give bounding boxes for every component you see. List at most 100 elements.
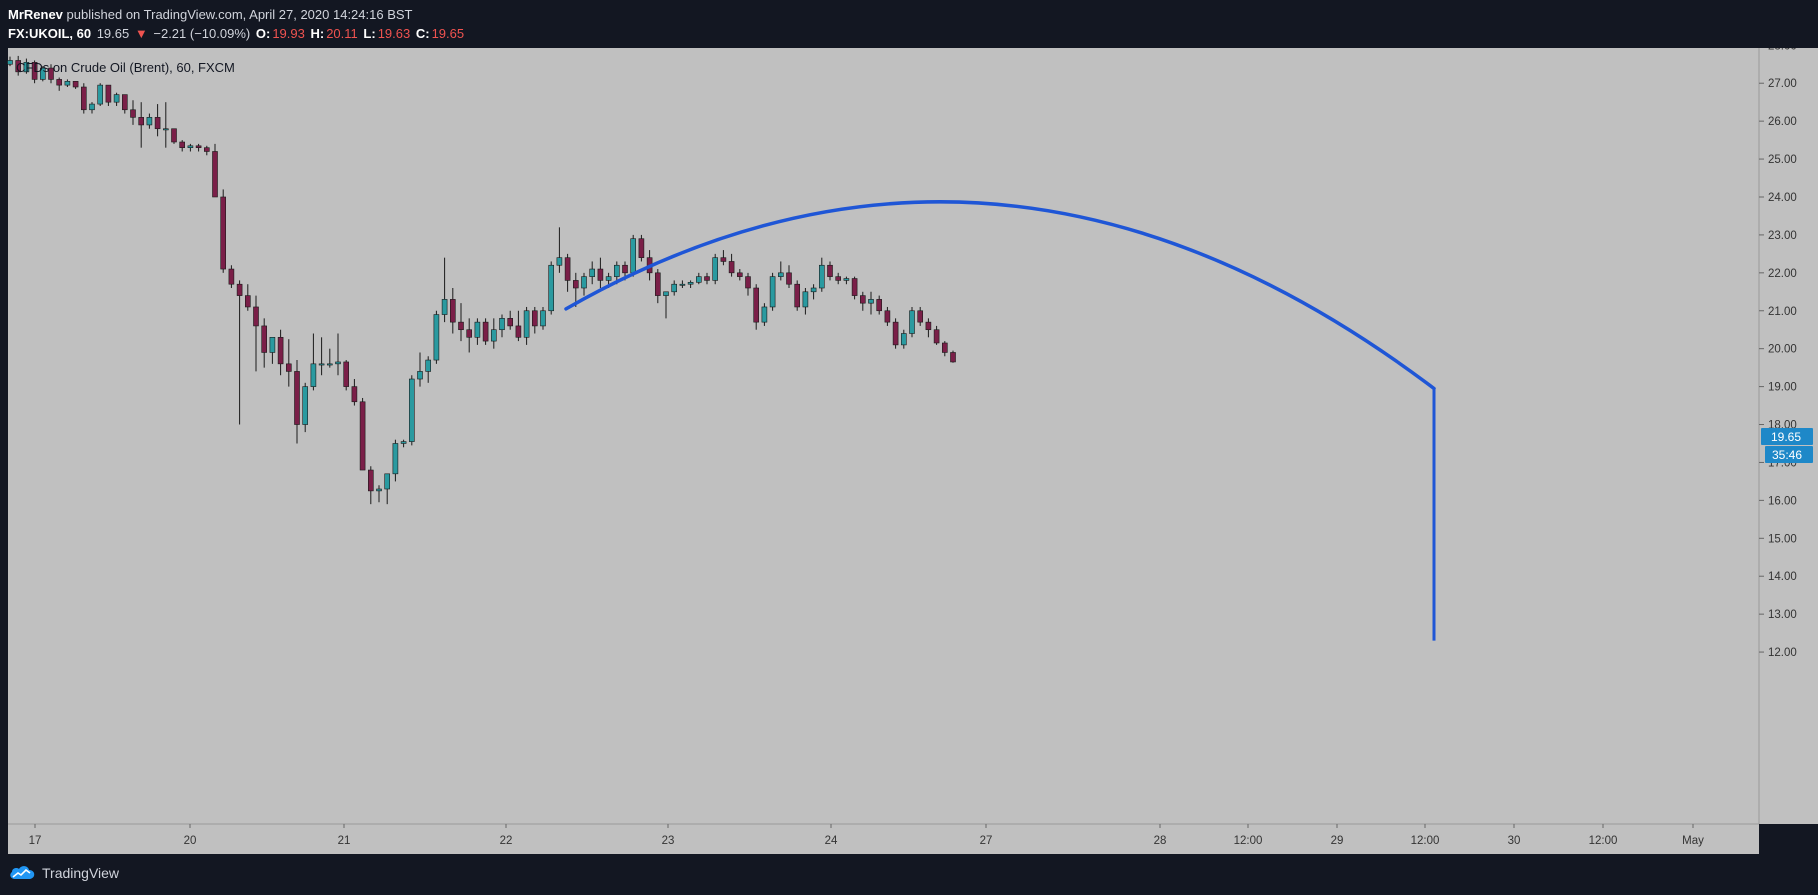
candle	[326, 348, 333, 368]
candle-down	[466, 329, 473, 338]
candle	[482, 318, 489, 345]
candle-down	[359, 401, 366, 471]
candle	[843, 276, 850, 285]
candle	[261, 318, 268, 368]
candle	[540, 306, 546, 330]
candle-up	[146, 117, 153, 126]
candle-down	[859, 295, 866, 304]
symbol-label[interactable]: FX:UKOIL, 60	[8, 26, 92, 41]
candle-up	[400, 441, 407, 444]
candle	[441, 257, 448, 323]
candle	[376, 485, 382, 503]
candle	[89, 102, 95, 114]
candle-up	[64, 81, 71, 86]
candle	[654, 269, 661, 304]
close-value: 19.65	[431, 26, 465, 41]
candle-up	[777, 272, 784, 277]
price-tick-label: 20.00	[1768, 344, 1797, 356]
price-tick-label: 25.00	[1768, 154, 1797, 166]
time-axis[interactable]	[8, 824, 1759, 854]
change-value: −2.21 (−10.09%)	[153, 26, 251, 41]
drawing-layer[interactable]	[564, 200, 1436, 641]
candle-down	[925, 321, 932, 331]
candle-up	[712, 257, 719, 281]
price-tick-label: 23.00	[1768, 230, 1797, 242]
candle	[335, 333, 341, 376]
candle-up	[630, 238, 637, 274]
candle	[909, 306, 915, 338]
candle-down	[179, 141, 185, 148]
candle	[15, 55, 21, 76]
candle-up	[187, 145, 194, 148]
candle	[868, 291, 874, 315]
candle	[392, 439, 399, 482]
candle-down	[277, 337, 284, 365]
candle	[523, 306, 530, 345]
candle	[171, 128, 177, 144]
candle-up	[540, 310, 546, 327]
candle-up	[556, 257, 563, 266]
chart-title: CFDs on Crude Oil (Brent), 60, FXCM	[16, 60, 235, 75]
candle-up	[900, 333, 907, 346]
candle-down	[204, 147, 210, 152]
candle	[343, 360, 350, 391]
time-tick-label: 21	[338, 835, 351, 847]
candle	[851, 276, 858, 300]
arc-drawing[interactable]	[564, 200, 1436, 391]
candle	[72, 81, 79, 89]
time-tick-label: 28	[1154, 835, 1167, 847]
candle	[769, 272, 776, 311]
candle-up	[769, 276, 776, 308]
candle-down	[531, 310, 538, 327]
time-tick-label: 24	[825, 835, 838, 847]
price-ticks: 12.0013.0014.0015.0016.0017.0018.0019.00…	[1759, 40, 1797, 659]
ohlc-legend: FX:UKOIL, 60 19.65 ▼ −2.21 (−10.09%) O: 1…	[8, 26, 466, 41]
cloud-logo-icon	[10, 866, 35, 879]
candle	[269, 337, 276, 364]
candle-up	[474, 321, 481, 338]
candle	[285, 339, 292, 387]
candle	[64, 79, 71, 88]
candle	[122, 94, 128, 114]
candle	[950, 350, 956, 363]
candle-up	[97, 84, 103, 105]
candle	[859, 291, 866, 311]
candle-down	[81, 86, 87, 111]
candle	[146, 113, 153, 129]
candle	[572, 272, 579, 307]
candle-down	[597, 268, 604, 281]
candle-down	[507, 318, 514, 327]
candle-up	[441, 299, 448, 315]
time-tick-label: 12:00	[1589, 835, 1618, 847]
candle-down	[753, 287, 760, 323]
candle-up	[671, 283, 678, 293]
candle-down	[876, 299, 883, 312]
author-name[interactable]: MrRenev	[8, 7, 63, 22]
time-tick-label: 12:00	[1234, 835, 1263, 847]
candle-down	[933, 329, 940, 344]
chart-area[interactable]: 12.00 13.00 14.00 15.00 16.00 17.00 18.00 19.00…	[0, 40, 1818, 854]
candle-down	[482, 321, 489, 342]
candle	[318, 337, 325, 376]
candle	[302, 382, 309, 433]
candle	[31, 60, 38, 84]
candle-down	[343, 361, 350, 387]
published-text: published on TradingView.com, April 27, …	[66, 7, 413, 22]
tradingview-logo[interactable]: TradingView	[8, 864, 119, 882]
time-tick-label: 30	[1508, 835, 1521, 847]
candle-up	[663, 291, 669, 296]
candle	[212, 143, 218, 198]
candle-down	[950, 352, 956, 363]
candle	[917, 306, 924, 326]
candle	[900, 329, 907, 349]
price-chart[interactable]: 12.0013.0014.0015.0016.0017.0018.0019.00…	[0, 40, 1818, 854]
candle-up	[548, 264, 555, 312]
price-tick-label: 26.00	[1768, 116, 1797, 128]
candles-layer	[7, 55, 956, 505]
candle	[728, 253, 735, 277]
candle-up	[39, 67, 46, 80]
candle	[687, 280, 694, 289]
candle	[367, 466, 374, 505]
plot-background	[8, 48, 1759, 824]
candle	[589, 261, 596, 285]
